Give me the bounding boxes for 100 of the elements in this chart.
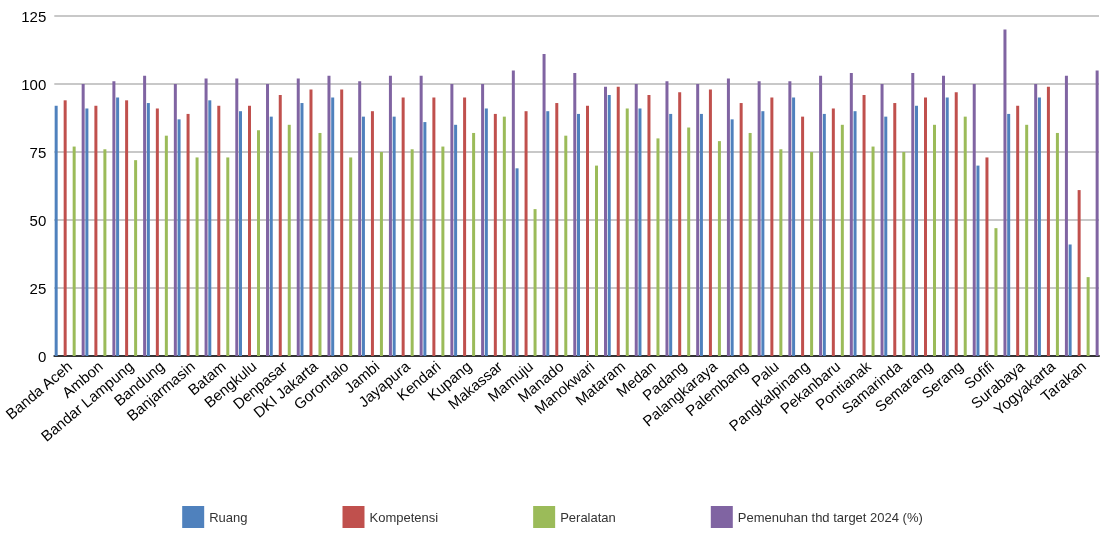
bar (748, 132, 752, 356)
bar (1077, 190, 1081, 356)
bar (976, 165, 980, 356)
y-tick-label: 50 (29, 211, 47, 229)
y-tick-label: 25 (29, 279, 47, 297)
bar (678, 92, 682, 356)
bar (669, 113, 673, 356)
bar (472, 132, 476, 356)
bar (942, 75, 945, 356)
bar (687, 127, 691, 356)
bar (840, 124, 844, 356)
bar (226, 157, 230, 356)
bar (638, 108, 642, 356)
bar (1003, 29, 1007, 356)
bar (924, 97, 927, 356)
bar (318, 132, 322, 356)
bar (524, 111, 528, 356)
bar (392, 116, 396, 356)
bar (577, 113, 581, 356)
bar (564, 135, 568, 356)
bar (822, 113, 826, 356)
bar (994, 228, 998, 356)
bar (401, 97, 405, 356)
bar (985, 157, 989, 356)
bar (257, 130, 261, 356)
bar (423, 122, 427, 356)
bar (726, 78, 730, 356)
bar (1046, 86, 1050, 356)
bar (665, 81, 669, 356)
bar (708, 89, 712, 356)
bar (410, 149, 414, 356)
bar (502, 116, 506, 356)
bar (173, 84, 177, 356)
bar (125, 100, 129, 356)
bar (481, 84, 485, 356)
bar (1016, 105, 1020, 356)
bar (1034, 84, 1038, 356)
bar (278, 94, 282, 356)
bar (379, 152, 383, 356)
bar (893, 103, 897, 356)
bar (493, 113, 497, 356)
bar (792, 97, 796, 356)
bar (177, 119, 181, 356)
bar (248, 105, 252, 356)
bar (647, 94, 651, 356)
bar (143, 75, 147, 356)
bar (85, 108, 89, 356)
bar (484, 108, 488, 356)
bar (239, 111, 243, 356)
bar (1086, 277, 1090, 356)
bar (880, 84, 884, 356)
bar (164, 135, 168, 356)
bar (616, 86, 620, 356)
bar (656, 138, 660, 356)
bar (945, 97, 949, 356)
bar (81, 84, 85, 356)
bar (849, 73, 853, 356)
legend-label: Ruang (209, 509, 248, 525)
y-tick-label: 100 (21, 75, 47, 93)
bar (739, 103, 743, 356)
bar (296, 78, 300, 356)
bar (146, 103, 150, 356)
bar (1068, 244, 1072, 356)
bar (699, 113, 703, 356)
bar (607, 94, 611, 356)
bar (94, 105, 98, 356)
bar (779, 149, 783, 356)
bar (361, 116, 365, 356)
bar (586, 105, 590, 356)
bar (730, 119, 734, 356)
bar (287, 124, 291, 356)
bar (186, 113, 190, 356)
bar (441, 146, 445, 356)
bar (463, 97, 467, 356)
bar (555, 103, 559, 356)
bar (103, 149, 107, 356)
bar (370, 111, 374, 356)
bar (300, 103, 304, 356)
bar (419, 75, 423, 356)
bar (235, 78, 239, 356)
bar (788, 81, 792, 356)
bar (340, 89, 344, 356)
bar (604, 86, 608, 356)
bar (349, 157, 353, 356)
y-tick-label: 125 (21, 7, 47, 25)
bar (450, 84, 454, 356)
bar (1037, 97, 1041, 356)
bar (963, 116, 967, 356)
bar (1064, 75, 1068, 356)
bar (546, 111, 550, 356)
bar (972, 84, 976, 356)
bar (112, 81, 116, 356)
bar (770, 97, 774, 356)
bar (761, 111, 765, 356)
bar (884, 116, 888, 356)
bar (853, 111, 857, 356)
bar (327, 75, 331, 356)
bar (116, 97, 120, 356)
bar (331, 97, 335, 356)
legend-label: Pemenuhan thd target 2024 (%) (737, 509, 923, 525)
